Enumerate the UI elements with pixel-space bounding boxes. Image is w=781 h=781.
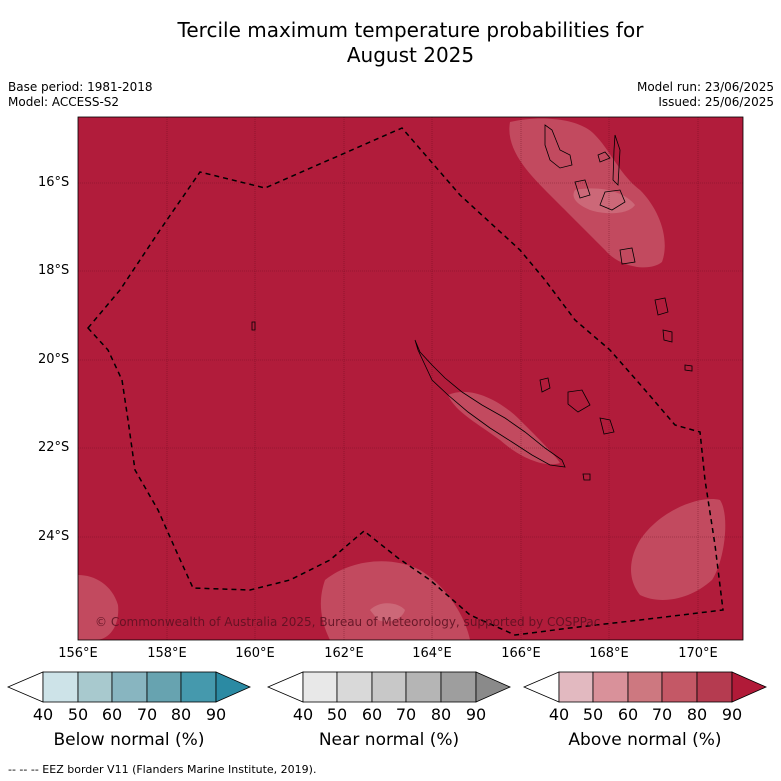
patch-vanuatu-inner xyxy=(573,188,635,214)
lat-label-22: 22°S xyxy=(38,440,70,455)
legend-above-tick: 50 xyxy=(582,705,604,724)
lat-label-24: 24°S xyxy=(38,529,70,544)
lat-label-20: 20°S xyxy=(38,352,70,367)
legend-above-tick: 40 xyxy=(548,705,570,724)
lon-label-168: 168°E xyxy=(589,646,629,661)
legend-below-tick: 60 xyxy=(101,705,123,724)
legend-near-tick: 50 xyxy=(326,705,348,724)
issued-date: Issued: 25/06/2025 xyxy=(658,95,774,109)
lon-label-160: 160°E xyxy=(235,646,275,661)
legend-below-tick: 80 xyxy=(170,705,192,724)
colorbar-below xyxy=(6,671,251,703)
gridlines xyxy=(78,117,743,640)
legend-near-tick: 80 xyxy=(430,705,452,724)
patch-southwest xyxy=(78,575,119,640)
legend-near-tick: 70 xyxy=(395,705,417,724)
legend-below-tick: 90 xyxy=(205,705,227,724)
legend-above-title: Above normal (%) xyxy=(568,730,722,750)
lon-label-162: 162°E xyxy=(324,646,364,661)
legend-below-title: Below normal (%) xyxy=(53,730,205,750)
lat-label-18: 18°S xyxy=(38,263,70,278)
lon-label-170: 170°E xyxy=(678,646,718,661)
coastlines xyxy=(251,124,693,481)
eez-border xyxy=(87,127,724,636)
patch-southeast xyxy=(631,499,726,600)
base-period: Base period: 1981-2018 xyxy=(8,80,153,94)
legend-above-tick: 80 xyxy=(686,705,708,724)
legend-above-tick: 90 xyxy=(721,705,743,724)
model-name: Model: ACCESS-S2 xyxy=(8,95,120,109)
lon-label-158: 158°E xyxy=(147,646,187,661)
base-info: Base period: 1981-2018 Model: ACCESS-S2 xyxy=(8,80,153,110)
legend-below-tick: 50 xyxy=(67,705,89,724)
copyright-text: © Commonwealth of Australia 2025, Bureau… xyxy=(95,615,601,629)
lon-label-166: 166°E xyxy=(501,646,541,661)
colorbar-near xyxy=(266,671,511,703)
lon-label-156: 156°E xyxy=(58,646,98,661)
eez-footnote: -- -- -- EEZ border V11 (Flanders Marine… xyxy=(8,763,317,776)
patch-south xyxy=(320,561,470,640)
legend-below-tick: 40 xyxy=(32,705,54,724)
legend-near-tick: 60 xyxy=(361,705,383,724)
lat-label-16: 16°S xyxy=(38,175,70,190)
model-run: Model run: 23/06/2025 xyxy=(636,80,774,94)
legend-above-tick: 60 xyxy=(617,705,639,724)
legend-near-tick: 90 xyxy=(465,705,487,724)
legend-near-title: Near normal (%) xyxy=(318,730,460,750)
lon-label-164: 164°E xyxy=(412,646,452,661)
patch-small xyxy=(370,603,405,622)
map-title: Tercile maximum temperature probabilitie… xyxy=(177,18,644,67)
patch-newcaledonia xyxy=(448,391,560,465)
legend-below-tick: 70 xyxy=(136,705,158,724)
run-info: Model run: 23/06/2025 Issued: 25/06/2025 xyxy=(637,80,774,110)
legend-above-tick: 70 xyxy=(651,705,673,724)
legend-near-tick: 40 xyxy=(292,705,314,724)
map-frame xyxy=(77,116,744,641)
colorbar-above xyxy=(522,671,767,703)
